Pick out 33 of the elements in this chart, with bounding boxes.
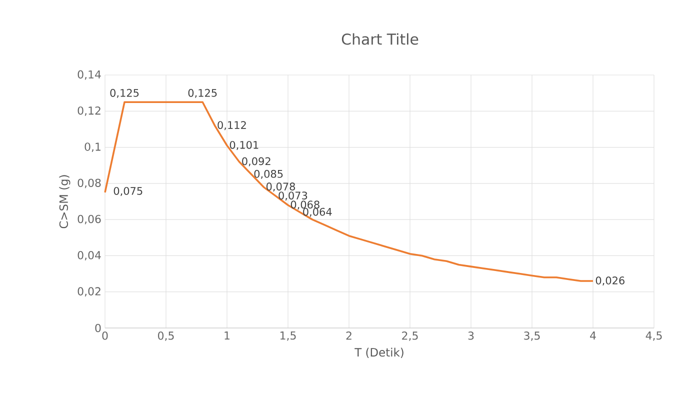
x-tick-label: 2: [346, 332, 352, 340]
y-axis-title: C>SM (g): [59, 175, 70, 228]
x-tick-label: 0: [102, 332, 108, 340]
chart-title: Chart Title: [342, 33, 418, 45]
data-label: 0,085: [254, 170, 283, 179]
y-tick-label: 0,14: [78, 70, 101, 80]
data-label: 0,026: [596, 276, 624, 286]
data-label: 0,078: [266, 182, 296, 192]
x-tick-label: 1,5: [280, 332, 296, 341]
x-tick-label: 4: [590, 332, 596, 340]
data-label: 0,075: [114, 186, 142, 196]
x-tick-label: 3: [468, 332, 474, 340]
y-tick-label: 0,06: [78, 214, 101, 224]
data-label: 0,092: [242, 157, 270, 166]
x-tick-label: 3,5: [524, 332, 540, 341]
x-tick-label: 0,5: [158, 332, 174, 341]
data-label: 0,073: [278, 192, 308, 201]
x-axis-title: T (Detik): [354, 348, 404, 358]
x-tick-label: 4,5: [646, 332, 662, 341]
x-tick-label: 2,5: [402, 332, 418, 341]
y-tick-label: 0,1: [84, 142, 100, 152]
y-tick-label: 0,12: [78, 106, 100, 116]
x-tick-label: 1: [224, 332, 230, 340]
y-tick-label: 0,04: [78, 251, 101, 260]
data-label: 0,101: [230, 140, 258, 150]
data-label: 0,064: [303, 208, 332, 217]
data-label: 0,125: [188, 88, 217, 98]
data-label: 0,068: [290, 200, 320, 210]
y-tick-label: 0,02: [78, 287, 100, 297]
data-label: 0,112: [218, 121, 246, 130]
y-tick-label: 0,08: [78, 178, 101, 188]
data-label: 0,125: [110, 88, 139, 98]
y-tick-label: 0: [95, 324, 101, 332]
